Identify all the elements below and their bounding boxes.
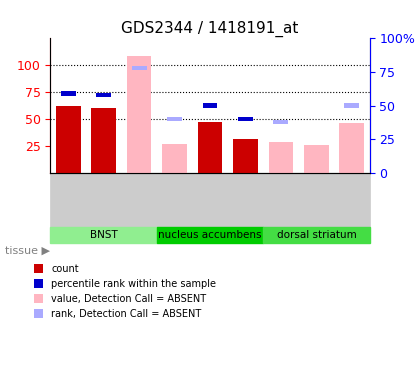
- FancyBboxPatch shape: [50, 173, 86, 227]
- FancyBboxPatch shape: [228, 173, 263, 227]
- Bar: [56, 106, 81, 173]
- FancyBboxPatch shape: [86, 173, 121, 227]
- Bar: [268, 142, 293, 173]
- Bar: [233, 139, 258, 173]
- Bar: [162, 144, 187, 173]
- Title: GDS2344 / 1418191_at: GDS2344 / 1418191_at: [121, 21, 299, 37]
- Bar: [304, 145, 329, 173]
- Bar: [91, 108, 116, 173]
- FancyBboxPatch shape: [50, 227, 157, 243]
- Text: tissue ▶: tissue ▶: [5, 245, 50, 255]
- FancyBboxPatch shape: [157, 173, 192, 227]
- Bar: [339, 123, 364, 173]
- Bar: [197, 122, 223, 173]
- Bar: [131, 66, 147, 70]
- FancyBboxPatch shape: [192, 173, 228, 227]
- Bar: [273, 119, 289, 124]
- FancyBboxPatch shape: [334, 173, 370, 227]
- FancyBboxPatch shape: [299, 173, 334, 227]
- Bar: [167, 117, 182, 121]
- Bar: [60, 91, 76, 96]
- Bar: [127, 56, 152, 173]
- FancyBboxPatch shape: [121, 173, 157, 227]
- Bar: [96, 93, 111, 97]
- Bar: [238, 117, 253, 121]
- Text: BNST: BNST: [90, 230, 118, 240]
- FancyBboxPatch shape: [157, 227, 263, 243]
- FancyBboxPatch shape: [263, 227, 370, 243]
- Bar: [344, 103, 360, 108]
- Text: dorsal striatum: dorsal striatum: [276, 230, 356, 240]
- Text: nucleus accumbens: nucleus accumbens: [158, 230, 262, 240]
- FancyBboxPatch shape: [263, 173, 299, 227]
- Legend: count, percentile rank within the sample, value, Detection Call = ABSENT, rank, : count, percentile rank within the sample…: [30, 260, 220, 323]
- Bar: [202, 103, 218, 108]
